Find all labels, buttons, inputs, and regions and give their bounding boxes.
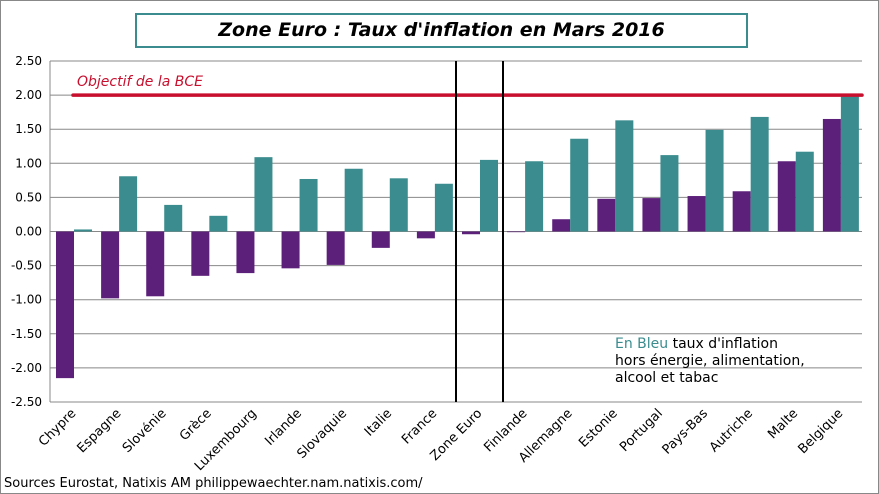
bar-headline (777, 161, 796, 232)
bar-headline (236, 231, 255, 274)
bar-headline (687, 196, 706, 232)
x-tick-label: Autriche (707, 406, 756, 455)
bar-headline (326, 231, 345, 265)
chart-title: Zone Euro : Taux d'inflation en Mars 201… (135, 13, 748, 48)
bar-core (795, 151, 814, 232)
legend-line1: taux d'inflation (672, 336, 778, 352)
y-tick-label: 0.00 (15, 225, 42, 239)
bar-headline (56, 231, 74, 379)
reference-line-label: Objectif de la BCE (77, 74, 203, 90)
x-tick-label: Italie (362, 406, 395, 439)
bar-headline (146, 231, 165, 297)
bar-core (705, 129, 724, 232)
x-tick-label: Chypre (36, 406, 79, 449)
bar-headline (281, 231, 300, 269)
bar-headline (101, 231, 120, 299)
x-tick-label: Estonie (576, 406, 620, 450)
x-tick-label: Slovénie (120, 406, 170, 456)
y-tick-label: -2.00 (11, 361, 42, 375)
bar-core (615, 120, 634, 232)
bar-core (164, 204, 183, 232)
y-tick-label: 2.00 (15, 88, 42, 102)
bar-headline (462, 231, 480, 235)
legend-note: En Bleu taux d'inflation hors énergie, a… (615, 336, 805, 387)
bar-headline (822, 118, 841, 232)
y-tick-label: 0.50 (15, 190, 42, 204)
y-tick-label: 1.00 (15, 156, 42, 170)
bar-headline (507, 231, 526, 233)
bar-core (389, 178, 408, 232)
bar-headline (371, 231, 390, 248)
bar-core (660, 155, 679, 232)
bar-core (750, 116, 769, 232)
bar-headline (732, 191, 751, 232)
x-tick-label: Belgique (795, 406, 846, 457)
source-note: Sources Eurostat, Natixis AM philippewae… (4, 476, 423, 491)
bar-core (840, 93, 859, 232)
bar-core (344, 168, 363, 232)
x-tick-label: Irlande (262, 406, 305, 449)
x-tick-label: Grèce (177, 406, 215, 444)
bar-headline (597, 198, 616, 232)
x-tick-label: France (399, 406, 440, 447)
x-tick-label: Espagne (75, 406, 125, 456)
bar-core (209, 215, 228, 232)
bar-core (434, 183, 453, 232)
bar-headline (642, 198, 661, 232)
bar-core (74, 229, 92, 232)
y-tick-label: -1.00 (11, 293, 42, 307)
x-tick-label: Slovaquie (294, 406, 350, 462)
bar-headline (552, 219, 571, 232)
bar-core (254, 157, 273, 232)
x-tick-label: Pays-Bas (660, 406, 711, 457)
bar-headline (416, 231, 435, 239)
legend-highlight: En Bleu (615, 336, 669, 352)
legend-line2: hors énergie, alimentation, (615, 353, 805, 369)
x-tick-label: Portugal (617, 406, 666, 455)
y-tick-label: -2.50 (11, 395, 42, 409)
y-tick-label: 1.50 (15, 122, 42, 136)
bar-core (119, 176, 138, 232)
y-tick-label: -1.50 (11, 327, 42, 341)
bar-core (480, 159, 498, 232)
bar-core (299, 178, 318, 232)
bar-core (525, 161, 544, 232)
y-tick-label: 2.50 (15, 54, 42, 68)
bar-core (570, 138, 589, 232)
x-tick-label: Malte (765, 406, 801, 442)
legend-line3: alcool et tabac (615, 370, 719, 386)
y-tick-label: -0.50 (11, 259, 42, 273)
bar-headline (191, 231, 210, 276)
